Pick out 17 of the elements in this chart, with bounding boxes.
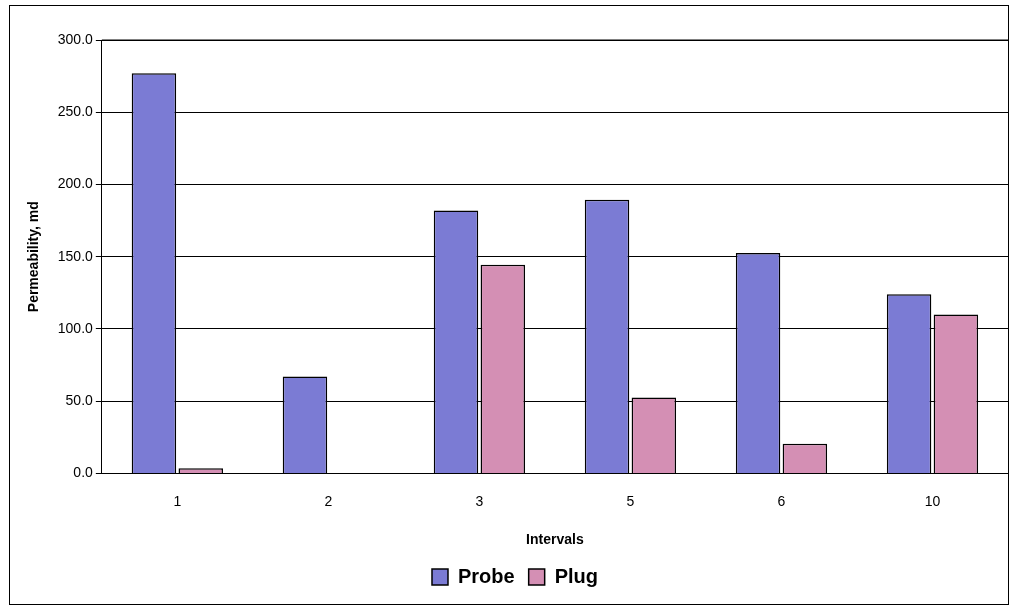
x-axis-title: Intervals: [526, 531, 584, 548]
x-tick-label: 5: [626, 492, 635, 509]
x-tick-label: 1: [173, 492, 182, 509]
x-tick-label: 2: [324, 492, 333, 509]
legend-label: Plug: [554, 564, 599, 587]
y-tick-label: 100.0: [57, 319, 94, 336]
y-tick-label: 300.0: [57, 30, 94, 47]
legend-label: Probe: [458, 564, 515, 587]
y-tick-label: 50.0: [65, 392, 94, 409]
y-tick-label: 250.0: [57, 103, 94, 120]
x-tick-label: 6: [777, 492, 786, 509]
x-tick-label: 3: [475, 492, 484, 509]
y-axis-title: Permeability, md: [25, 201, 42, 313]
x-tick-label: 10: [924, 492, 941, 509]
y-tick-label: 200.0: [57, 175, 94, 192]
y-tick-label: 0.0: [73, 464, 94, 481]
y-tick-label: 150.0: [57, 247, 94, 264]
